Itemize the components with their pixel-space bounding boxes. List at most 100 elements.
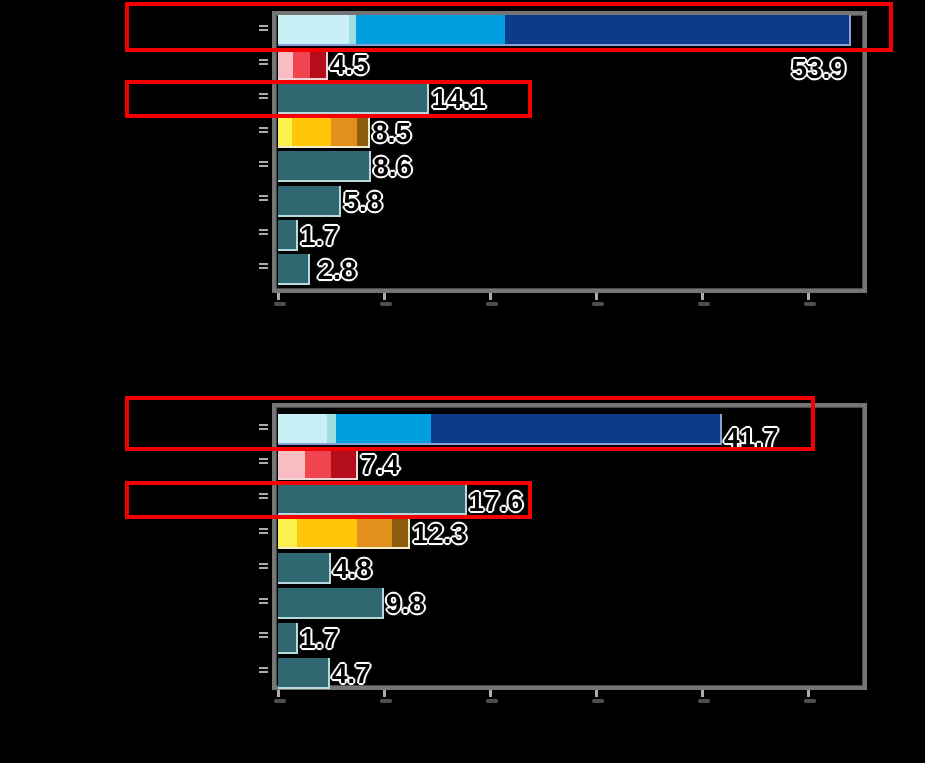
category-tick-ghost — [259, 195, 268, 197]
bar-row — [278, 83, 430, 115]
bar-segment — [430, 414, 720, 443]
bar-segment — [278, 49, 293, 79]
category-tick-ghost — [259, 92, 268, 95]
value-label: 7.4 — [360, 448, 400, 480]
category-tick-ghost — [259, 164, 268, 167]
category-tick-ghost — [259, 267, 268, 270]
x-axis-tick — [277, 690, 280, 697]
bar-row — [278, 414, 723, 445]
category-tick-ghost — [259, 636, 268, 639]
category-tick-ghost — [259, 160, 268, 163]
bar-row — [278, 151, 372, 183]
x-axis-label-ghost — [804, 302, 816, 306]
value-label: 4.5 — [329, 49, 369, 81]
bar-segment — [278, 15, 350, 44]
bar-row — [278, 518, 411, 550]
category-tick-ghost — [259, 597, 268, 600]
category-tick-ghost — [259, 566, 268, 569]
category-tick-ghost — [259, 458, 268, 461]
category-tick-ghost — [259, 671, 268, 674]
category-tick-ghost — [259, 462, 268, 465]
x-axis-label-ghost — [698, 302, 710, 306]
bar-row — [278, 117, 371, 149]
plot-frame-top — [272, 11, 867, 293]
category-tick-ghost — [259, 632, 268, 635]
bar-segment — [278, 588, 382, 617]
x-axis-tick — [807, 293, 810, 300]
x-axis-label-ghost — [274, 699, 286, 703]
category-tick-ghost — [259, 667, 268, 670]
bar-segment — [278, 483, 465, 513]
bar-segment — [357, 518, 393, 548]
category-tick-ghost — [259, 493, 268, 496]
value-label: 12.3 — [412, 518, 467, 550]
category-tick-ghost — [259, 497, 268, 500]
x-axis-label-ghost — [592, 699, 604, 703]
bar-segment — [278, 414, 327, 443]
bar-segment — [326, 414, 337, 443]
category-tick-ghost — [259, 28, 268, 31]
bar-segment — [297, 518, 358, 548]
bar-segment — [278, 518, 298, 548]
bar-segment — [356, 15, 505, 44]
category-tick-ghost — [259, 130, 268, 133]
bar-segment — [349, 15, 357, 44]
bar-row — [278, 15, 852, 46]
x-axis-tick — [807, 690, 810, 697]
bar-segment — [278, 151, 370, 181]
x-axis-label-ghost — [698, 699, 710, 703]
bar-row — [278, 622, 299, 654]
value-label: 1.7 — [300, 219, 339, 251]
x-axis-tick — [383, 690, 386, 697]
value-label: 1.7 — [300, 622, 339, 654]
bar-row — [278, 219, 299, 251]
x-axis-label-ghost — [486, 302, 498, 306]
bar-segment — [278, 657, 328, 687]
highlight-rectangle — [125, 80, 532, 118]
category-tick-ghost — [259, 233, 268, 236]
x-axis-label-ghost — [380, 699, 392, 703]
bar-segment — [278, 83, 428, 113]
bar-segment — [392, 518, 409, 548]
category-tick-ghost — [259, 126, 268, 129]
bar-segment — [309, 49, 326, 79]
category-tick-ghost — [259, 531, 268, 534]
bar-segment — [278, 219, 297, 249]
value-label: 9.8 — [385, 588, 425, 619]
value-label: 2.8 — [317, 253, 357, 285]
bar-segment — [330, 117, 358, 147]
x-axis-label-ghost — [380, 302, 392, 306]
value-label: 5.8 — [343, 185, 383, 217]
bar-segment — [291, 117, 331, 147]
bar-row — [278, 185, 342, 217]
bar-row — [278, 657, 330, 689]
x-axis-tick — [383, 293, 386, 300]
bar-segment — [304, 448, 331, 478]
value-label: 17.6 — [468, 485, 524, 517]
x-axis-label-ghost — [804, 699, 816, 703]
bar-row — [278, 553, 331, 585]
category-tick-ghost — [259, 96, 268, 99]
x-axis-tick — [595, 293, 598, 300]
bar-segment — [278, 448, 305, 478]
x-axis-tick — [701, 293, 704, 300]
highlight-rectangle — [125, 481, 532, 519]
bar-segment — [336, 414, 431, 443]
category-tick-ghost — [259, 562, 268, 565]
category-tick-ghost — [259, 199, 268, 201]
bar-segment — [278, 622, 297, 652]
x-axis-tick — [277, 293, 280, 300]
x-axis-tick — [701, 690, 704, 697]
highlight-rectangle — [125, 2, 893, 52]
bar-segment — [278, 553, 329, 583]
category-tick-ghost — [259, 423, 268, 426]
category-tick-ghost — [259, 62, 268, 65]
x-axis-label-ghost — [274, 302, 286, 306]
bar-row — [278, 49, 328, 81]
category-tick-ghost — [259, 527, 268, 530]
value-label: 14.1 — [431, 83, 486, 115]
bar-row — [278, 588, 384, 619]
highlight-rectangle — [125, 396, 815, 451]
x-axis-label-ghost — [486, 699, 498, 703]
